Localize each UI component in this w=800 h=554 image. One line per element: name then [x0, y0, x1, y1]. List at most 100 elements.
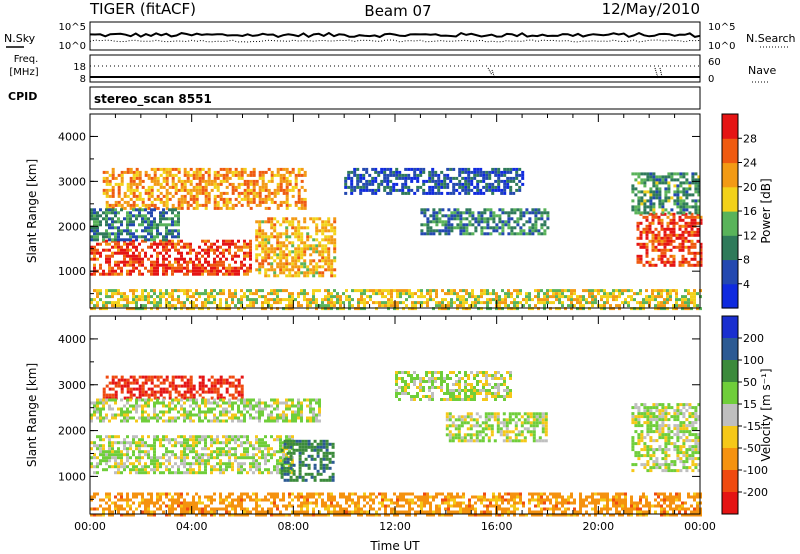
velocity-cell — [108, 407, 111, 411]
velocity-cell — [264, 419, 267, 423]
velocity-cell — [108, 465, 111, 469]
power-cell — [447, 304, 450, 308]
power-cell — [216, 170, 220, 174]
power-cell — [522, 298, 525, 302]
power-cell — [273, 253, 277, 257]
power-cell — [516, 223, 520, 227]
power-cell — [663, 301, 666, 305]
power-cell — [102, 217, 105, 221]
power-cell — [441, 304, 444, 308]
power-cell — [567, 298, 570, 302]
power-cell — [222, 239, 225, 243]
power-cell — [663, 251, 667, 255]
velocity-cell — [204, 401, 207, 405]
power-cell — [506, 182, 510, 186]
power-cell — [147, 206, 151, 210]
power-cell — [383, 188, 387, 192]
power-cell — [359, 185, 363, 189]
power-cell — [123, 298, 126, 302]
power-cell — [543, 301, 546, 305]
velocity-cell — [286, 457, 290, 461]
power-cell — [672, 245, 676, 249]
power-cell — [168, 167, 172, 171]
velocity-cell — [231, 419, 234, 423]
velocity-cell — [183, 453, 186, 457]
power-cell — [144, 188, 148, 192]
velocity-cell — [186, 468, 189, 472]
power-cell — [243, 292, 246, 296]
power-cell — [207, 301, 210, 305]
power-cell — [300, 247, 304, 251]
velocity-cell — [279, 438, 282, 442]
velocity-cell — [309, 398, 312, 402]
power-cell — [501, 211, 505, 215]
velocity-cell — [159, 462, 162, 466]
velocity-cell — [310, 442, 314, 446]
power-cell — [126, 167, 130, 171]
power-cell — [240, 295, 243, 299]
velocity-cell — [237, 462, 240, 466]
power-cell — [144, 254, 147, 258]
power-cell — [691, 205, 695, 209]
power-cell — [693, 233, 697, 237]
power-cell — [522, 214, 526, 218]
power-cell — [634, 211, 638, 215]
velocity-cell — [93, 407, 96, 411]
power-cell — [246, 185, 250, 189]
power-cell — [231, 257, 234, 261]
velocity-cell — [331, 442, 335, 446]
velocity-cell — [267, 404, 270, 408]
power-cell — [579, 298, 582, 302]
velocity-cell — [472, 433, 476, 437]
power-cell — [324, 298, 327, 302]
velocity-cell — [282, 447, 285, 451]
power-cell — [255, 229, 259, 233]
velocity-cell — [291, 419, 294, 423]
power-cell — [159, 242, 162, 246]
power-cell — [234, 269, 237, 273]
power-cell — [141, 217, 144, 221]
power-cell — [363, 307, 366, 311]
power-cell — [177, 239, 180, 243]
power-cell — [369, 289, 372, 293]
velocity-cell — [201, 410, 204, 414]
power-cell — [195, 188, 199, 192]
power-cell — [697, 187, 701, 191]
power-cell — [270, 217, 274, 221]
power-cell — [204, 182, 208, 186]
power-cell — [138, 194, 142, 198]
power-cell — [252, 301, 255, 305]
power-cell — [198, 260, 201, 264]
power-cell — [108, 272, 111, 276]
power-cell — [681, 239, 685, 243]
power-cell — [249, 251, 252, 255]
power-cell — [297, 226, 301, 230]
power-cell — [315, 307, 318, 311]
power-cell — [643, 190, 647, 194]
power-cell — [189, 257, 192, 261]
power-cell — [651, 245, 655, 249]
power-cell — [446, 182, 450, 186]
power-cell — [159, 200, 163, 204]
power-cell — [270, 173, 274, 177]
velocity-cell — [129, 375, 133, 379]
power-cell — [204, 257, 207, 261]
power-cell — [500, 173, 504, 177]
velocity-cell — [475, 424, 479, 428]
power-cell — [615, 298, 618, 302]
power-cell — [482, 176, 486, 180]
velocity-cell — [165, 468, 168, 472]
power-cell — [383, 170, 387, 174]
power-cell — [168, 223, 171, 227]
power-cell — [570, 298, 573, 302]
power-cell — [273, 194, 277, 198]
power-cell — [443, 185, 447, 189]
power-cell — [126, 200, 130, 204]
power-cell — [243, 263, 246, 267]
power-cell — [183, 194, 187, 198]
power-cell — [159, 292, 162, 296]
power-cell — [516, 301, 519, 305]
velocity-cell — [204, 453, 207, 457]
power-cell — [195, 272, 198, 276]
power-cell — [489, 208, 493, 212]
